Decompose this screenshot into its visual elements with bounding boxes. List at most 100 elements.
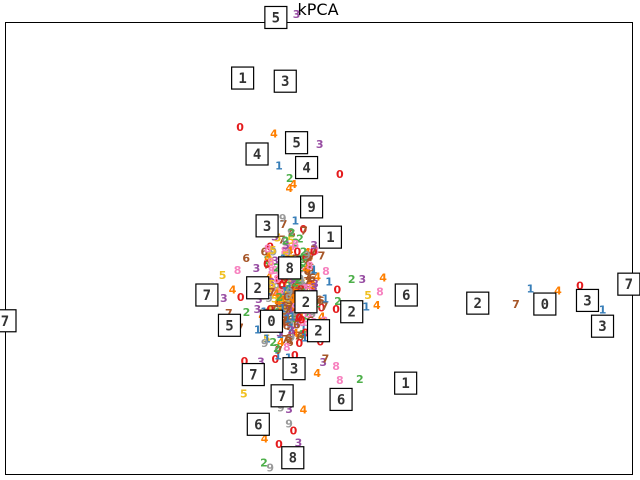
cluster-point-label: 2	[300, 246, 308, 259]
cluster-point-label: 3	[301, 281, 309, 294]
cluster-point-label: 7	[277, 275, 285, 288]
plot-frame	[5, 22, 633, 475]
point-label: 1	[275, 160, 283, 173]
cluster-point-label: 0	[318, 302, 326, 315]
cluster-point-label: 9	[297, 275, 305, 288]
thumbnail-digit: 2	[314, 324, 322, 340]
cluster-point-label: 9	[281, 306, 289, 319]
cluster-point-label: 0	[291, 281, 299, 294]
digit-thumbnail: 4	[245, 142, 269, 166]
point-label: 8	[332, 360, 340, 373]
cluster-point-label: 3	[271, 255, 279, 268]
cluster-point-label: 2	[277, 303, 285, 316]
cluster-point-label: 1	[286, 293, 294, 306]
cluster-point-label: 2	[296, 233, 304, 246]
cluster-point-label: 8	[276, 286, 284, 299]
thumbnail-digit: 1	[238, 71, 246, 87]
cluster-point-label: 4	[305, 251, 313, 264]
digit-thumbnail: 3	[282, 357, 306, 381]
digit-thumbnail: 7	[270, 384, 294, 408]
cluster-point-label: 2	[294, 278, 302, 291]
thumbnail-digit: 3	[583, 293, 591, 309]
point-label: 4	[379, 271, 387, 284]
cluster-point-label: 3	[292, 319, 300, 332]
thumbnail-frame	[306, 319, 331, 343]
chart-title: kPCA	[297, 0, 338, 19]
point-label: 0	[333, 283, 341, 296]
cluster-point-label: 3	[268, 276, 276, 289]
cluster-point-label: 9	[294, 308, 302, 321]
thumbnail-digit: 7	[203, 288, 211, 304]
thumbnail-frame	[466, 291, 490, 315]
cluster-point-label: 2	[295, 273, 303, 286]
cluster-point-label: 7	[303, 275, 311, 288]
point-label: 1	[599, 303, 607, 316]
point-label: 0	[237, 291, 245, 304]
thumbnail-frame	[246, 412, 270, 436]
cluster-point-label: 8	[322, 265, 330, 278]
cluster-point-label: 6	[307, 261, 315, 274]
cluster-point-label: 4	[266, 270, 274, 283]
cluster-point-label: 5	[268, 278, 276, 291]
cluster-point-label: 4	[297, 311, 305, 324]
point-label: 9	[279, 212, 287, 225]
cluster-point-label: 0	[275, 274, 283, 287]
digit-thumbnail: 1	[231, 66, 255, 90]
point-label: 7	[300, 225, 308, 238]
cluster-point-label: 6	[292, 279, 300, 292]
cluster-point-label: 9	[286, 286, 294, 299]
cluster-point-label: 7	[310, 244, 318, 257]
cluster-point-label: 8	[308, 307, 316, 320]
thumbnail-digit: 7	[278, 389, 286, 405]
cluster-point-label: 4	[264, 252, 272, 265]
thumbnail-frame	[270, 384, 294, 408]
cluster-point-label: 6	[308, 271, 316, 284]
cluster-point-label: 1	[325, 276, 333, 289]
cluster-point-label: 6	[304, 250, 312, 263]
cluster-point-label: 5	[274, 231, 282, 244]
cluster-point-label: 5	[298, 278, 306, 291]
digit-thumbnail: 2	[466, 291, 490, 315]
cluster-point-label: 6	[274, 287, 282, 300]
point-label: 3	[316, 138, 324, 151]
thumbnail-digit: 2	[302, 295, 310, 311]
cluster-point-label: 0	[297, 283, 305, 296]
digit-thumbnail: 2	[246, 276, 270, 300]
cluster-point-label: 3	[311, 278, 319, 291]
digit-thumbnail: 0	[533, 292, 557, 316]
point-label: 3	[253, 262, 261, 275]
cluster-point-label: 5	[275, 286, 283, 299]
cluster-point-label: 3	[287, 324, 295, 337]
thumbnail-frame	[231, 66, 255, 90]
thumbnail-digit: 6	[254, 417, 262, 433]
thumbnail-frame	[278, 256, 302, 280]
point-label: 7	[322, 353, 330, 366]
cluster-point-label: 2	[264, 254, 272, 267]
point-label: 4	[373, 299, 381, 312]
cluster-point-label: 7	[304, 270, 312, 283]
cluster-point-label: 0	[278, 279, 286, 292]
point-label: 9	[285, 417, 293, 430]
cluster-point-label: 1	[276, 328, 284, 341]
cluster-point-label: 8	[277, 297, 285, 310]
thumbnail-digit: 7	[625, 277, 633, 293]
cluster-point-label: 3	[282, 239, 290, 252]
cluster-point-label: 0	[288, 327, 296, 340]
cluster-point-label: 1	[286, 283, 294, 296]
cluster-point-label: 7	[293, 307, 301, 320]
digit-thumbnail: 8	[281, 446, 305, 470]
cluster-point-label: 4	[313, 270, 321, 283]
cluster-point-label: 1	[288, 321, 296, 334]
cluster-point-label: 1	[310, 264, 318, 277]
cluster-point-label: 5	[284, 297, 292, 310]
cluster-point-label: 8	[270, 285, 278, 298]
cluster-point-label: 9	[291, 312, 299, 325]
thumbnail-digit: 7	[1, 314, 9, 330]
point-label: 0	[275, 438, 283, 451]
digit-thumbnail: 5	[264, 5, 288, 30]
cluster-point-label: 5	[283, 311, 291, 324]
cluster-point-label: 2	[299, 328, 307, 341]
point-label: 2	[288, 227, 296, 240]
cluster-point-label: 9	[288, 331, 296, 344]
cluster-point-label: 8	[294, 309, 302, 322]
